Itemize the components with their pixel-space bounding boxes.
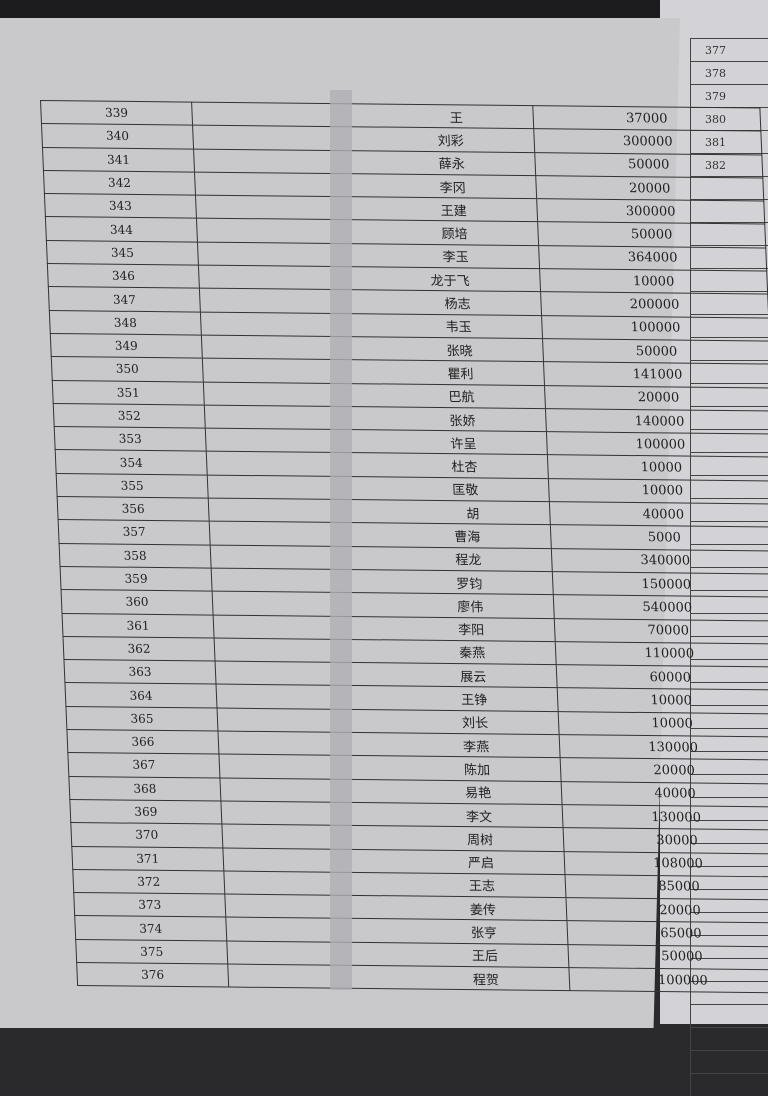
amount-cell: 300000 [534,129,762,155]
adjacent-row [691,1051,768,1074]
amount-cell: 100000 [546,432,768,458]
amount-cell: 140000 [545,409,768,435]
amount-cell: 65000 [567,921,768,947]
row-number: 374 [75,916,227,941]
row-number: 375 [76,939,228,964]
amount-cell: 150000 [552,572,768,598]
amount-cell: 40000 [561,781,768,807]
empty-cell [691,1005,768,1028]
amount-cell: 37000 [533,106,761,132]
row-number: 368 [69,776,221,801]
row-number: 356 [57,497,209,522]
row-number: 364 [65,683,217,708]
row-number: 342 [43,170,195,195]
amount-cell: 100000 [542,315,768,341]
amount-cell: 50000 [543,339,768,365]
amount-cell: 10000 [548,478,768,504]
row-number: 355 [56,473,208,498]
amount-cell: 10000 [557,688,768,714]
empty-cell [691,1028,768,1051]
amount-cell: 85000 [565,874,768,900]
amount-cell: 364000 [539,245,767,271]
amount-cell: 70000 [554,618,768,644]
amount-cell: 50000 [568,944,768,970]
row-number: 345 [46,240,198,265]
amount-cell: 10000 [547,455,768,481]
name-cell: 许呈 [205,428,547,455]
amount-cell: 130000 [559,735,768,761]
amount-cell: 60000 [556,665,768,691]
row-number: 353 [54,427,206,452]
row-number: 352 [53,403,205,428]
row-number: 376 [77,962,229,987]
amount-cell: 50000 [538,222,766,248]
amount-cell: 340000 [551,548,768,574]
adjacent-row: 378 [691,62,768,85]
row-number: 377 [691,39,768,62]
row-number: 362 [63,636,215,661]
amount-cell: 10000 [558,711,768,737]
amount-cell: 20000 [536,176,764,202]
row-number: 343 [44,194,196,219]
row-number: 361 [62,613,214,638]
amount-cell: 200000 [541,292,768,318]
row-number: 344 [45,217,197,242]
row-number: 354 [55,450,207,475]
row-number: 366 [67,729,219,754]
row-number: 339 [41,101,193,126]
amount-cell: 10000 [540,269,768,295]
row-number: 350 [51,357,203,382]
empty-cell [691,1074,768,1096]
row-number: 348 [49,310,201,335]
name-cell: 刘彩 [193,125,535,152]
adjacent-row: 377 [691,39,768,62]
amount-cell: 110000 [555,641,768,667]
row-number: 363 [64,660,216,685]
amount-cell: 130000 [562,805,768,831]
row-number: 370 [71,823,223,848]
amount-cell: 20000 [566,898,768,924]
amount-cell: 50000 [535,152,763,178]
adjacent-row [691,1074,768,1096]
row-number: 367 [68,753,220,778]
amount-cell: 20000 [560,758,768,784]
row-number: 347 [48,287,200,312]
row-number: 357 [58,520,210,545]
name-cell: 薛永 [194,149,536,176]
amount-cell: 30000 [563,828,768,854]
amount-cell: 40000 [549,502,768,528]
amount-cell: 540000 [553,595,768,621]
row-number: 365 [66,706,218,731]
row-number: 371 [72,846,224,871]
empty-cell [691,1051,768,1074]
row-number: 378 [691,62,768,85]
row-number: 340 [41,124,193,149]
redaction-bar [330,90,352,990]
row-number: 358 [59,543,211,568]
amount-cell: 5000 [550,525,768,551]
amount-cell: 300000 [537,199,765,225]
row-number: 359 [60,566,212,591]
row-number: 369 [70,799,222,824]
amount-cell: 108000 [564,851,768,877]
row-number: 372 [73,869,225,894]
row-number: 341 [42,147,194,172]
name-cell: 刘长 [217,708,559,735]
amount-cell: 141000 [544,362,768,388]
row-number: 373 [74,893,226,918]
row-number: 346 [47,264,199,289]
adjacent-row [691,1005,768,1028]
row-number: 360 [61,590,213,615]
name-cell: 程贺 [228,964,570,991]
amount-cell: 100000 [569,968,768,994]
row-number: 349 [50,333,202,358]
amount-cell: 20000 [544,385,768,411]
row-number: 351 [52,380,204,405]
adjacent-row [691,1028,768,1051]
